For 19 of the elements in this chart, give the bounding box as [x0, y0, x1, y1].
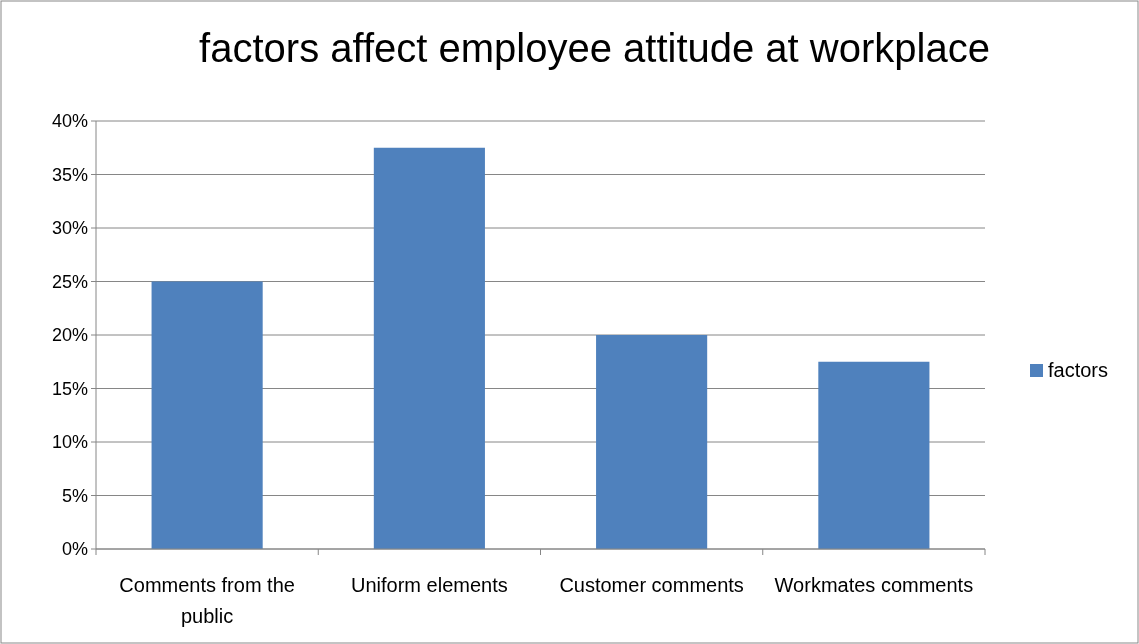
x-tick-label: Uniform elements — [351, 574, 508, 596]
y-tick-label: 15% — [51, 378, 88, 399]
bar — [818, 361, 930, 549]
y-tick-label: 10% — [51, 432, 88, 453]
x-tick-label: Workmates comments — [774, 574, 974, 596]
x-tick-label: Customer comments — [559, 574, 744, 596]
y-tick-label: 40% — [51, 111, 88, 132]
bar — [373, 147, 485, 549]
bar — [596, 335, 708, 549]
bar — [151, 281, 263, 549]
y-tick-label: 35% — [51, 164, 88, 185]
y-tick-label: 25% — [51, 271, 88, 292]
legend-label: factors — [1048, 359, 1109, 381]
y-tick-label: 5% — [61, 485, 88, 506]
y-tick-label: 30% — [51, 218, 88, 239]
x-tick-label: Comments from the public — [119, 574, 295, 627]
y-tick-label: 20% — [51, 325, 88, 346]
y-tick-label: 0% — [61, 539, 88, 560]
chart-title: factors affect employee attitude at workplace — [199, 26, 990, 70]
